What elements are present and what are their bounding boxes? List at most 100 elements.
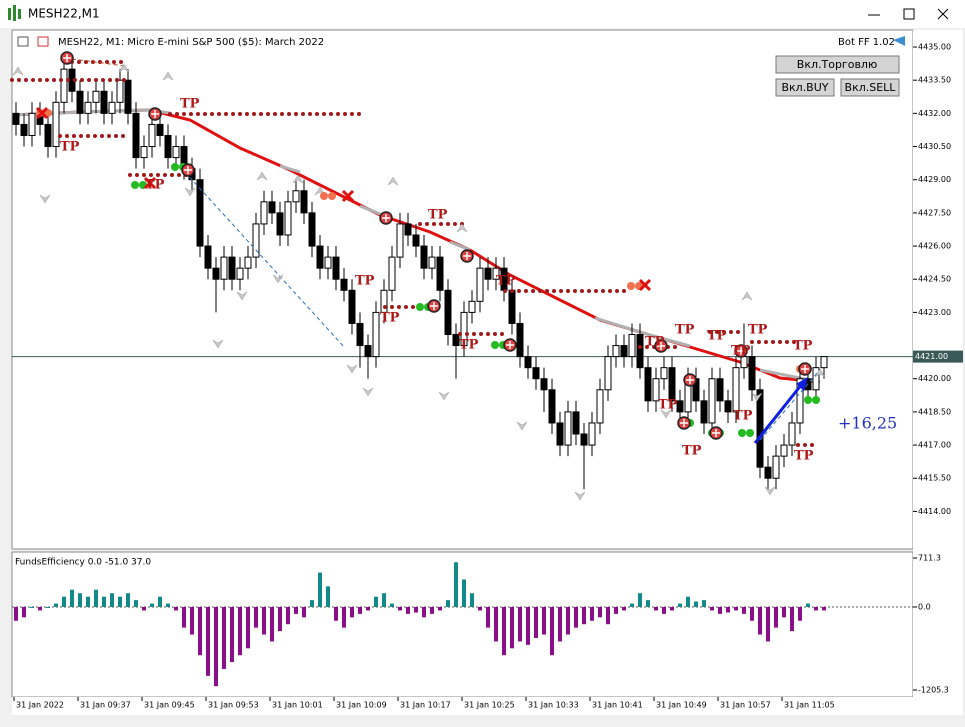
- indicator-bar: [454, 562, 458, 607]
- signal-arrow: [438, 391, 450, 401]
- candle-body: [780, 444, 788, 457]
- indicator-bar: [142, 606, 146, 611]
- indicator-bar: [558, 606, 562, 642]
- indicator-area: [11, 551, 914, 698]
- button-trade[interactable]: Вкл.Торговлю: [775, 55, 900, 74]
- candle-body: [564, 411, 572, 446]
- candle-body: [348, 289, 356, 324]
- candle-body: [444, 289, 452, 336]
- maximize-button[interactable]: [903, 8, 915, 20]
- signal-arrow: [292, 174, 304, 184]
- indicator-bar: [614, 606, 618, 614]
- indicator-bar: [246, 606, 250, 649]
- indicator-bar: [150, 603, 154, 607]
- candle-body: [204, 245, 212, 269]
- indicator-bar: [350, 606, 354, 618]
- trade-marker-cross: [737, 347, 745, 355]
- entry-dot: [812, 396, 820, 404]
- x-tick-label: 31 Jan 10:17: [400, 701, 451, 710]
- candle-body: [76, 90, 84, 114]
- close-marker: [35, 106, 49, 120]
- entry-dot: [804, 396, 812, 404]
- candle-body: [508, 289, 516, 324]
- candle-body: [44, 123, 52, 148]
- indicator-bar: [590, 606, 594, 621]
- indicator-bar: [38, 606, 42, 611]
- indicator-bar: [190, 606, 194, 635]
- button-buy[interactable]: Вкл.BUY: [775, 78, 835, 97]
- candle-body: [716, 378, 724, 402]
- trade-marker-cross: [151, 110, 159, 118]
- indicator-bar: [774, 606, 778, 628]
- indicator-bar: [606, 606, 610, 625]
- y-tick-label: 4418.50: [918, 407, 951, 416]
- profit-arrow: [753, 383, 804, 444]
- trade-marker-cross: [801, 365, 809, 373]
- indicator-bar: [94, 589, 98, 607]
- button-label: Вкл.SELL: [845, 81, 897, 94]
- x-tick-label: 31 Jan 10:33: [528, 701, 579, 710]
- tp-label: TP: [748, 323, 768, 338]
- candle-body: [644, 367, 652, 402]
- candle-body: [316, 245, 324, 269]
- indicator-bar: [654, 606, 658, 611]
- indicator-bar: [342, 606, 346, 628]
- indicator-bar: [518, 606, 522, 642]
- close-button[interactable]: [937, 8, 949, 20]
- candle-body: [428, 256, 436, 269]
- symbol-info: MESH22, M1: Micro E-mini S&P 500 ($5): M…: [58, 37, 324, 48]
- tp-label: TP: [355, 274, 375, 289]
- bot-icon: [893, 36, 905, 46]
- signal-arrow: [456, 223, 468, 233]
- button-sell[interactable]: Вкл.SELL: [840, 78, 900, 97]
- signal-arrow: [184, 187, 196, 197]
- indicator-bar: [430, 606, 434, 614]
- indicator-bar: [550, 606, 554, 656]
- tp-label: TP: [60, 140, 80, 155]
- entry-dot: [491, 341, 499, 349]
- app-icon: [8, 5, 21, 21]
- candle-body: [60, 68, 68, 103]
- indicator-bar: [334, 606, 338, 621]
- indicator-bar: [198, 606, 202, 656]
- indicator-bar: [702, 600, 706, 607]
- candle-body: [812, 367, 820, 391]
- indicator-title: FundsEfficiency 0.0 -51.0 37.0: [15, 558, 151, 568]
- signal-arrow: [236, 291, 248, 301]
- x-tick-label: 31 Jan 11:05: [784, 701, 835, 710]
- indicator-bar: [686, 596, 690, 607]
- indicator-y-tick-label: 0.0: [918, 602, 931, 611]
- indicator-bar: [622, 606, 626, 611]
- candle-body: [588, 422, 596, 446]
- y-tick-label: 4423.00: [918, 308, 951, 317]
- candle-body: [820, 356, 828, 369]
- indicator-bar: [678, 603, 682, 607]
- tp-label: TP: [145, 178, 165, 193]
- x-tick-label: 31 Jan 10:25: [464, 701, 515, 710]
- profit-label: +16,25: [838, 414, 897, 433]
- candle-body: [516, 322, 524, 358]
- candle-body: [396, 223, 404, 258]
- candle-body: [540, 378, 548, 391]
- trade-marker-cross: [680, 419, 688, 427]
- candle-body: [524, 356, 532, 369]
- indicator-bar: [102, 596, 106, 607]
- x-tick-label: 31 Jan 09:37: [80, 701, 131, 710]
- candle-body: [796, 378, 804, 424]
- candle-body: [172, 146, 180, 159]
- y-tick-label: 4420.00: [918, 374, 951, 383]
- candle-body: [492, 267, 500, 280]
- indicator-bar: [814, 606, 818, 611]
- indicator-bar: [478, 606, 482, 611]
- current-price-label: 4421.00: [915, 352, 948, 361]
- candle-body: [420, 245, 428, 269]
- candle-body: [532, 367, 540, 380]
- candle-body: [124, 79, 132, 114]
- indicator-bar: [238, 606, 242, 656]
- indicator-bar: [126, 593, 130, 607]
- candle-body: [356, 322, 364, 347]
- indicator-bar: [270, 606, 274, 642]
- candle-body: [228, 256, 236, 280]
- indicator-bar: [734, 606, 738, 611]
